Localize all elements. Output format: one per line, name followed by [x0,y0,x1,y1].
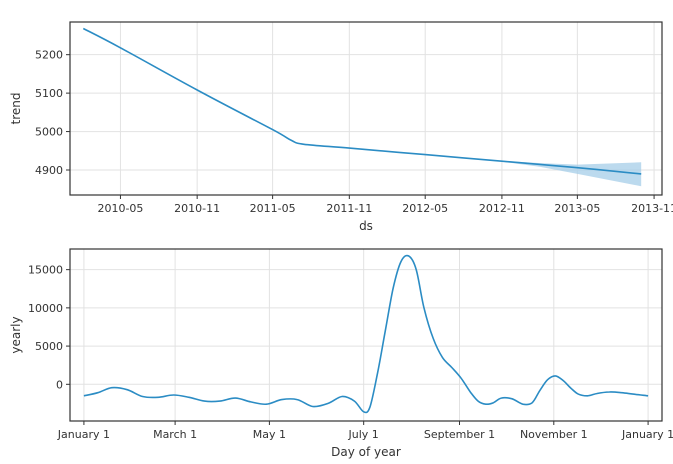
trend-y-tick-label: 5200 [35,49,63,62]
trend-x-tick-label: 2011-05 [250,202,296,215]
trend-x-tick-label: 2012-11 [479,202,525,215]
yearly-x-tick-label: May 1 [253,428,286,441]
trend-uncertainty-area [501,160,642,187]
trend-plot-frame [69,21,663,196]
yearly-y-axis-label: yearly [9,316,23,353]
trend-x-tick-label: 2013-05 [554,202,600,215]
trend-x-tick-label: 2010-11 [174,202,220,215]
yearly-x-ticks: January 1 March 1 May 1 July 1 September 1 No… [57,421,673,441]
trend-panel: 2010-05 2010-11 2011-05 2011-11 2012-05 2012-… [9,21,673,233]
yearly-y-tick-label: 0 [56,378,63,391]
trend-y-ticks: 4900 5000 5100 5200 [35,49,70,177]
trend-uncertainty-band [501,160,642,187]
yearly-y-tick-label: 10000 [28,302,63,315]
trend-x-ticks: 2010-05 2010-11 2011-05 2011-11 2012-05 2012-… [97,195,673,215]
yearly-x-tick-label: January 1 [621,428,673,441]
yearly-y-tick-label: 15000 [28,264,63,277]
yearly-panel: January 1 March 1 May 1 July 1 September 1 No… [9,248,673,459]
trend-y-tick-label: 4900 [35,164,63,177]
trend-series-line [82,27,642,175]
yearly-x-tick-label: July 1 [348,428,379,441]
yearly-x-tick-label: March 1 [153,428,197,441]
trend-y-axis-label: trend [9,93,23,125]
trend-lines [82,27,642,175]
yearly-x-tick-label: September 1 [424,428,495,441]
yearly-x-axis-label: Day of year [331,445,401,459]
yearly-x-tick-label: November 1 [520,428,588,441]
trend-x-tick-label: 2012-05 [402,202,448,215]
trend-y-tick-label: 5000 [35,126,63,139]
yearly-lines [83,254,649,414]
trend-x-axis-label: ds [359,219,373,233]
yearly-gridlines [70,249,662,421]
trend-x-tick-label: 2010-05 [97,202,143,215]
trend-y-tick-label: 5100 [35,87,63,100]
yearly-y-tick-label: 5000 [35,340,63,353]
trend-x-tick-label: 2013-11 [631,202,673,215]
trend-x-tick-label: 2011-11 [326,202,372,215]
yearly-x-tick-label: January 1 [57,428,110,441]
yearly-series-line [83,254,649,414]
yearly-y-ticks: 0 5000 10000 15000 [28,264,70,391]
yearly-plot-frame [69,248,663,422]
